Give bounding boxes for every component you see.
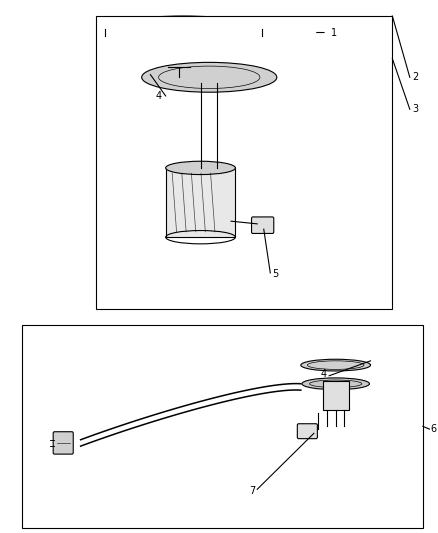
Bar	[166, 168, 235, 237]
FancyBboxPatch shape	[251, 217, 274, 233]
Text: 6: 6	[431, 424, 437, 434]
Bar	[22, 325, 423, 528]
Ellipse shape	[302, 378, 370, 390]
Text: 1: 1	[331, 28, 337, 37]
Text: 4: 4	[155, 91, 161, 101]
Text: 3: 3	[412, 104, 418, 114]
Text: 5: 5	[272, 270, 279, 279]
Text: 7: 7	[249, 486, 255, 496]
Ellipse shape	[166, 161, 235, 175]
FancyBboxPatch shape	[53, 432, 73, 454]
FancyBboxPatch shape	[297, 424, 318, 439]
Bar	[96, 16, 392, 309]
Ellipse shape	[141, 62, 277, 92]
Text: 4: 4	[321, 369, 327, 379]
Ellipse shape	[301, 359, 371, 371]
Text: 2: 2	[412, 72, 418, 82]
Bar	[323, 381, 349, 410]
